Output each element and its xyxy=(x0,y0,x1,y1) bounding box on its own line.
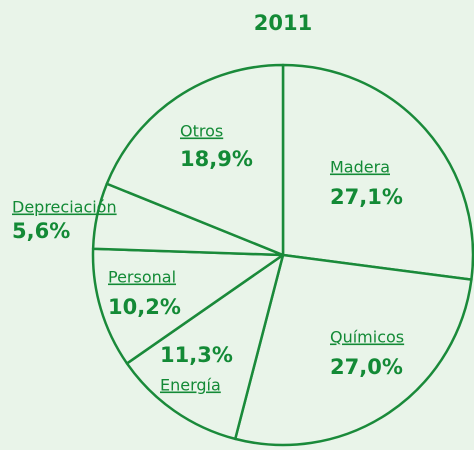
pie-slice xyxy=(233,253,473,447)
pie-slice xyxy=(281,63,474,281)
slice-category: Depreciación xyxy=(12,198,117,217)
slice-category: Personal xyxy=(108,268,176,287)
pie-slice xyxy=(105,63,285,257)
slice-value-label: 27,1% xyxy=(330,185,403,209)
slice-category: Madera xyxy=(330,158,390,177)
slice-category: Otros xyxy=(180,122,223,141)
slice-category: Químicos xyxy=(330,328,404,347)
slice-value-label: 18,9% xyxy=(180,147,253,171)
chart-title: 2011 xyxy=(254,11,312,35)
slice-category: Energía xyxy=(160,376,221,395)
pie-slice xyxy=(91,247,285,365)
slice-value-label: 5,6% xyxy=(12,219,70,243)
slice-value-label: 27,0% xyxy=(330,355,403,379)
slice-value-label: 10,2% xyxy=(108,295,181,319)
pie-slice xyxy=(125,253,285,441)
slice-value-label: 11,3% xyxy=(160,343,233,367)
